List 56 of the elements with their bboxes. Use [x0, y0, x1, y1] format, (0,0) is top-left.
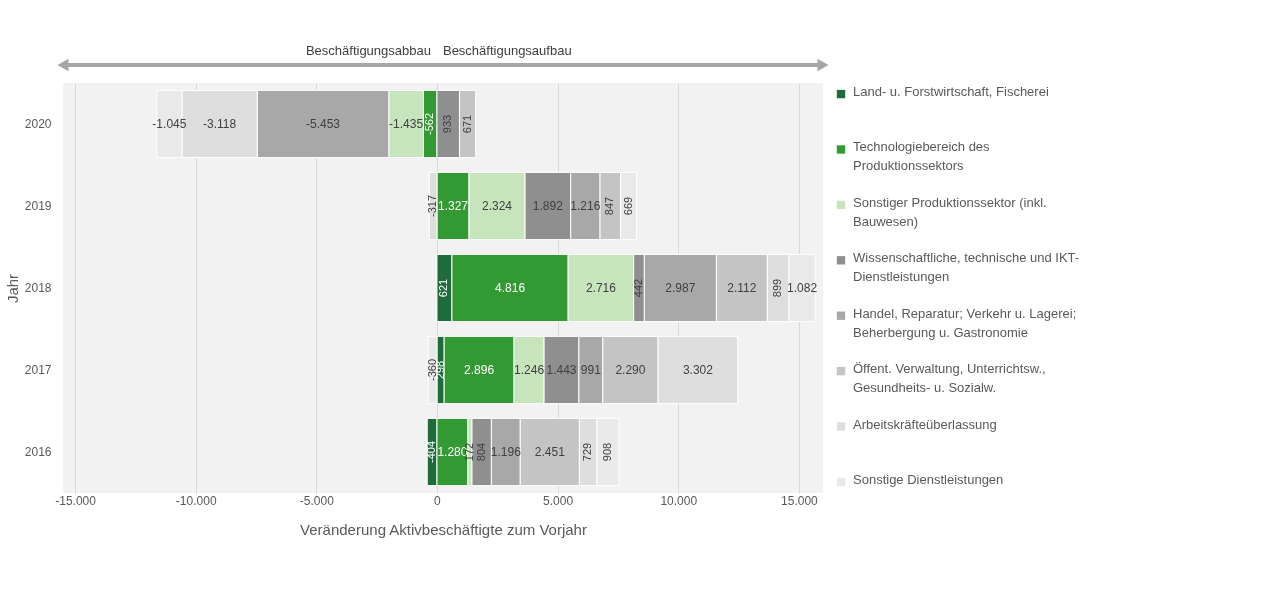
data-label: -3.118	[203, 117, 237, 131]
data-label: 2.451	[534, 445, 566, 459]
x-tick-label: 10.000	[660, 493, 698, 508]
data-label: -404	[425, 440, 438, 464]
y-tick-label: 2017	[24, 363, 52, 377]
legend-label: Wissenschaftliche, technische und IKT-Dienstleistungen	[853, 250, 1080, 285]
legend-label: Sonstige Dienstleistungen	[853, 471, 1004, 487]
y-tick-label: 2016	[24, 445, 52, 459]
data-label: 621	[437, 278, 450, 298]
legend-label: Technologiebereich des Produktionssektors	[853, 139, 991, 174]
x-tick-label: -5.000	[299, 493, 335, 508]
data-label: -1.435	[389, 117, 424, 131]
data-label: 442	[632, 278, 645, 298]
data-label: 991	[580, 363, 602, 377]
data-label: -317	[426, 194, 439, 218]
legend-label: Arbeitskräfteüberlassung	[853, 416, 997, 432]
data-label: 908	[600, 442, 613, 462]
data-label: 2.716	[585, 281, 617, 295]
y-tick-label: 2018	[24, 281, 52, 295]
data-label: 804	[474, 442, 487, 462]
x-tick-label: 15.000	[781, 493, 819, 508]
data-label: 671	[460, 114, 473, 134]
x-tick-label: 5.000	[543, 493, 574, 508]
x-axis-title: Veränderung Aktivbeschäftigte zum Vorjahr	[300, 520, 587, 538]
y-tick-label: 2019	[24, 199, 52, 213]
x-tick-label: -10.000	[175, 493, 217, 508]
legend-label: Handel, Reparatur; Verkehr u. Lagerei; Beherbergung u. Gastronomie	[853, 305, 1077, 340]
data-label: 729	[581, 442, 594, 462]
data-label: 4.816	[495, 281, 526, 295]
x-tick-label: 0	[434, 493, 442, 508]
text: Beschäftigungsabbau	[305, 43, 431, 58]
data-label: 1.892	[532, 199, 564, 213]
y-axis-title: Jahr	[3, 273, 21, 304]
data-label: -1.045	[152, 117, 187, 131]
legend-label: Sonstiger Produktionssektor (inkl. Bauwesen)	[853, 194, 1047, 229]
data-label: -5.453	[305, 117, 341, 131]
data-label: 847	[603, 196, 616, 216]
legend-label: Land- u. Forstwirtschaft, Fischerei	[853, 84, 1049, 100]
data-label: 2.896	[464, 363, 495, 377]
data-label: 1.327	[437, 199, 469, 213]
data-label: 1.443	[546, 363, 577, 377]
text: Beschäftigungsaufbau	[442, 43, 572, 58]
legend-label: Öffent. Verwaltung, Unterrichtsw., Gesundheits- u. Sozialw.	[853, 361, 1046, 396]
data-label: 1.082	[787, 281, 818, 295]
x-tick-label: -15.000	[55, 493, 97, 508]
data-label: 1.246	[514, 363, 545, 377]
data-label: 899	[771, 278, 784, 298]
data-label: -562	[423, 112, 436, 136]
y-tick-label: 2020	[24, 117, 52, 131]
data-label: 2.324	[482, 199, 513, 213]
data-label: 669	[621, 196, 634, 216]
data-label: 2.112	[727, 281, 757, 295]
data-label: 3.302	[682, 363, 714, 377]
data-label: 2.290	[615, 363, 646, 377]
data-label: 933	[441, 114, 454, 134]
data-label: 2.987	[665, 281, 696, 295]
